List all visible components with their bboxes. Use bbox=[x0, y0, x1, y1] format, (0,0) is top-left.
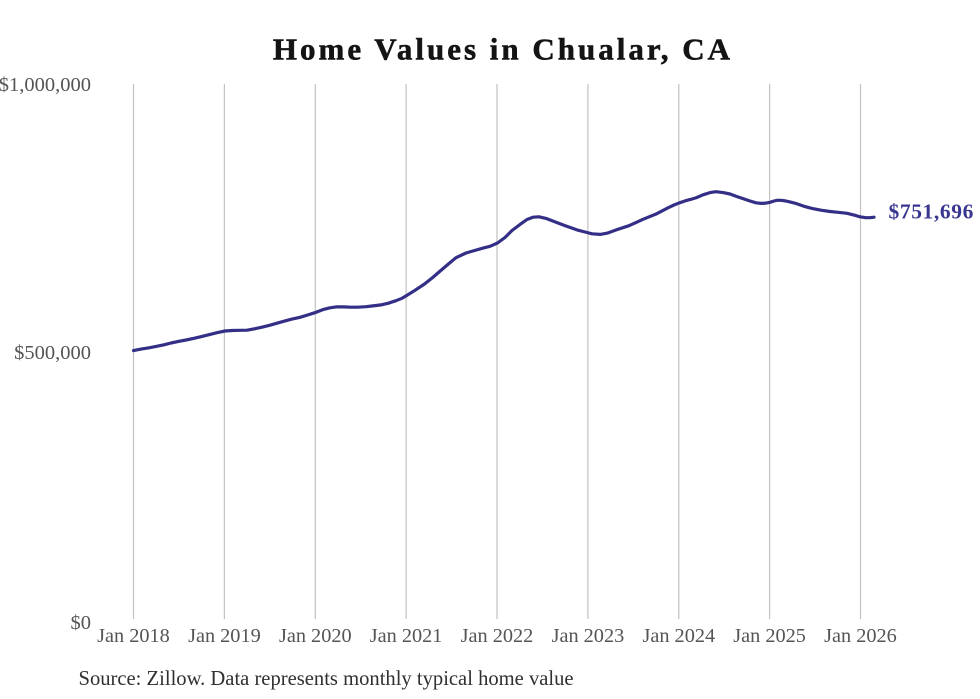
svg-text:Jan 2025: Jan 2025 bbox=[733, 625, 806, 647]
svg-text:Source: Zillow. Data represent: Source: Zillow. Data represents monthly … bbox=[79, 668, 574, 690]
svg-text:$0: $0 bbox=[71, 612, 92, 634]
svg-text:Jan 2022: Jan 2022 bbox=[461, 625, 534, 647]
svg-text:$751,696: $751,696 bbox=[889, 199, 974, 223]
svg-text:Jan 2026: Jan 2026 bbox=[824, 625, 897, 647]
svg-text:Jan 2024: Jan 2024 bbox=[642, 625, 715, 647]
svg-text:Jan 2018: Jan 2018 bbox=[97, 625, 170, 647]
svg-text:Jan 2020: Jan 2020 bbox=[279, 625, 352, 647]
svg-text:$500,000: $500,000 bbox=[14, 342, 91, 364]
svg-text:Jan 2019: Jan 2019 bbox=[188, 625, 261, 647]
svg-text:$1,000,000: $1,000,000 bbox=[0, 74, 91, 96]
svg-text:Jan 2021: Jan 2021 bbox=[370, 625, 443, 647]
svg-text:Home Values in Chualar, CA: Home Values in Chualar, CA bbox=[273, 32, 733, 67]
svg-text:Jan 2023: Jan 2023 bbox=[552, 625, 625, 647]
